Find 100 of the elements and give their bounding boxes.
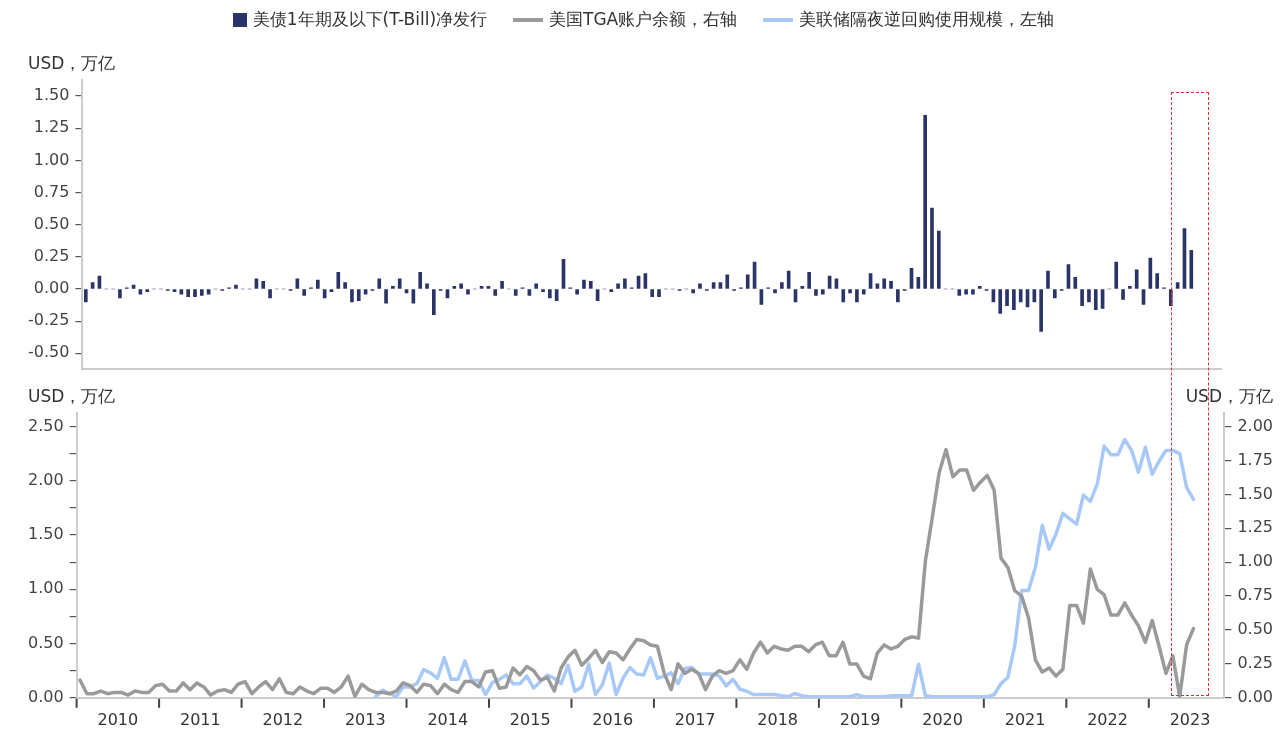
bar [889,280,893,289]
y2-tick-label: 2.00 [1237,415,1273,435]
x-tick-label: 2022 [1087,709,1128,729]
x-tick-label: 2019 [839,709,881,729]
bar [356,289,361,301]
bar [234,284,238,289]
bar [391,286,395,289]
bar [261,280,266,289]
bar [848,289,852,294]
y2-tick-label: 0.25 [1237,653,1273,673]
y-tick-label: 0.00 [33,278,70,298]
bar [145,289,150,292]
bar [616,283,620,289]
y-tick-label: 1.00 [28,578,64,598]
bar [199,289,204,296]
bar [118,289,122,299]
bar [1134,269,1139,289]
bar [820,289,825,295]
x-tick-label: 2020 [922,709,963,729]
bar [936,230,941,289]
bar [882,278,887,289]
x-tick-label: 2015 [509,709,551,729]
bar [896,289,900,303]
bar [541,289,545,292]
bar [575,289,579,295]
bar [698,283,702,289]
x-tick-label: 2014 [427,709,469,729]
bar [316,279,320,289]
bar [186,289,190,298]
y2-tick-label: 1.50 [1237,483,1273,503]
bar [336,271,341,289]
bar [268,289,272,299]
bar [397,278,402,289]
y-tick-label: 2.00 [28,469,64,489]
bar [534,283,539,289]
bar [855,289,859,303]
y-tick-label: 2.50 [28,415,64,435]
bar [623,278,627,289]
bar [657,289,661,298]
y-tick-label: 1.50 [28,524,64,544]
x-tick-label: 2012 [262,709,304,729]
bar [486,286,491,289]
bar [479,286,484,289]
bar [513,289,518,296]
bar [1052,289,1057,299]
bar [459,283,463,289]
legend-label: 美债1年期及以下(T-Bill)净发行 [252,8,488,31]
bar [384,289,388,304]
y-tick-label: 1.25 [33,117,70,137]
x-tick-label: 2016 [592,709,634,729]
bar [814,289,818,296]
bar [302,289,307,296]
bar [773,289,777,294]
x-tick-label: 2010 [97,709,139,729]
bar [582,279,586,289]
bar [1128,286,1132,289]
y-tick-label: 0.00 [28,686,64,706]
bar [1114,261,1119,289]
y2-axis-title: USD，万亿 [1185,385,1273,408]
bar [725,274,730,289]
bar [1073,277,1078,289]
x-tick-label: 2017 [674,709,716,729]
y2-tick-label: 0.75 [1237,585,1273,605]
y2-tick-label: 0.00 [1237,686,1273,706]
x-tick-label: 2021 [1004,709,1046,729]
legend-label: 美国TGA账户余额，右轴 [549,8,738,31]
y2-tick-label: 1.75 [1237,449,1273,469]
y-tick-label: 0.50 [33,213,70,233]
bar [930,207,934,289]
bar [745,274,750,289]
y2-tick-label: 1.00 [1237,551,1273,571]
bar [172,289,177,292]
bar [418,271,423,289]
x-tick-label: 2011 [179,709,221,729]
y-tick-label: 0.75 [33,181,70,201]
bar [691,289,695,294]
y-tick-label: 0.50 [28,632,64,652]
bar [957,289,962,296]
bar [807,271,811,289]
y2-tick-label: 0.50 [1237,619,1273,639]
bar [329,289,334,292]
bar [977,286,982,289]
y-tick-label: 1.50 [33,85,70,105]
bar [964,289,968,295]
bar [800,286,805,289]
y-tick-label: -0.50 [27,342,70,362]
x-tick-label: 2013 [344,709,386,729]
bar [998,289,1003,314]
bar [841,289,846,303]
bar [650,289,655,298]
bar [861,289,866,295]
bar [971,289,975,295]
bar [1155,273,1159,289]
y2-tick-label: 1.25 [1237,517,1273,537]
bar [1018,289,1023,303]
y-axis-title: USD，万亿 [28,385,116,408]
bar [493,289,498,296]
y-tick-label: -0.25 [27,310,70,330]
y-tick-label: 0.25 [33,246,70,266]
legend-label: 美联储隔夜逆回购使用规模，左轴 [799,8,1055,31]
